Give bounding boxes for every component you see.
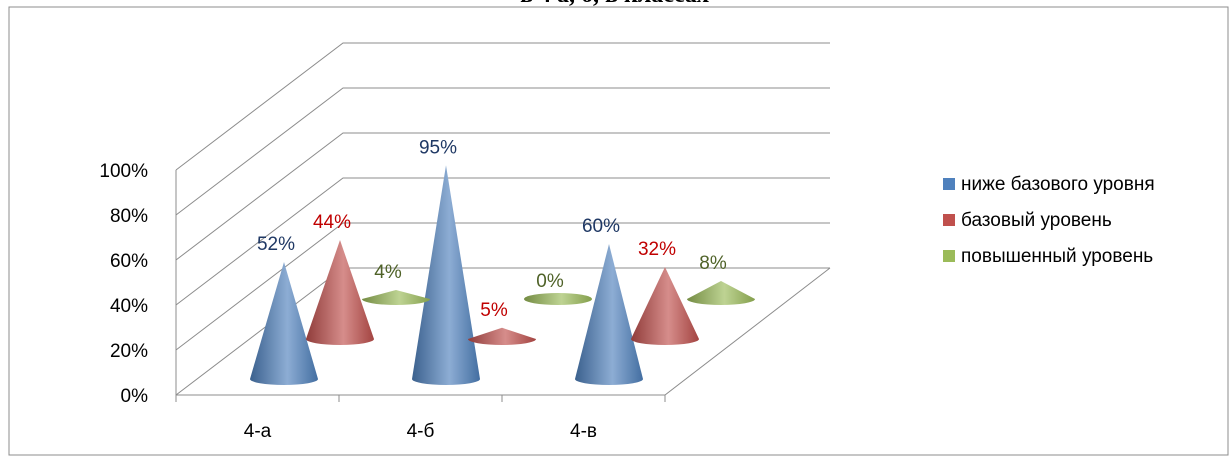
legend-swatch (943, 250, 955, 262)
legend: ниже базового уровня базовый уровень повыш… (943, 174, 1155, 267)
data-label: 4% (374, 262, 402, 283)
gridline (175, 87, 830, 216)
cone-mark (575, 244, 643, 385)
data-label: 95% (419, 137, 457, 158)
cone-mark (412, 165, 480, 385)
gridline (175, 42, 830, 171)
legend-item-label: повышенный уровень (961, 246, 1153, 267)
cone-mark (524, 293, 592, 305)
data-label: 44% (313, 212, 351, 233)
cone-mark (250, 262, 318, 385)
chart-title: в 4 а, б, в классах (0, 0, 1229, 9)
gridline (175, 222, 830, 351)
cone-mark (631, 267, 699, 345)
data-label: 60% (582, 216, 620, 237)
gridline (175, 177, 830, 306)
y-tick-label: 100% (99, 161, 148, 182)
legend-item-label: ниже базового уровня (961, 174, 1155, 195)
x-tick-label: 4-б (407, 421, 435, 442)
axes: 0% 20% 40% 60% 80% 100% 4-а 4-б 4-в (99, 161, 831, 442)
y-tick-label: 80% (110, 206, 148, 227)
x-tick-label: 4-в (570, 421, 597, 442)
cone-mark (468, 327, 536, 345)
cone-mark (306, 240, 374, 345)
data-label: 0% (536, 271, 564, 292)
cone-mark (687, 281, 755, 305)
cone-mark (362, 290, 430, 305)
y-tick-label: 60% (110, 251, 148, 272)
data-label: 32% (638, 239, 676, 260)
y-tick-label: 40% (110, 296, 148, 317)
data-label: 8% (699, 253, 727, 274)
y-tick-label: 20% (110, 341, 148, 362)
x-tick-label: 4-а (244, 421, 272, 442)
legend-swatch (943, 178, 955, 190)
plot-area: 52% 95% 60% 44% 5% 32% 4% 0% 8% (250, 137, 755, 385)
legend-item-label: базовый уровень (961, 210, 1112, 231)
gridline (175, 132, 830, 261)
data-label: 5% (480, 300, 508, 321)
legend-swatch (943, 214, 955, 226)
chart-border (8, 6, 1229, 456)
data-label: 52% (257, 234, 295, 255)
y-tick-label: 0% (121, 386, 149, 407)
